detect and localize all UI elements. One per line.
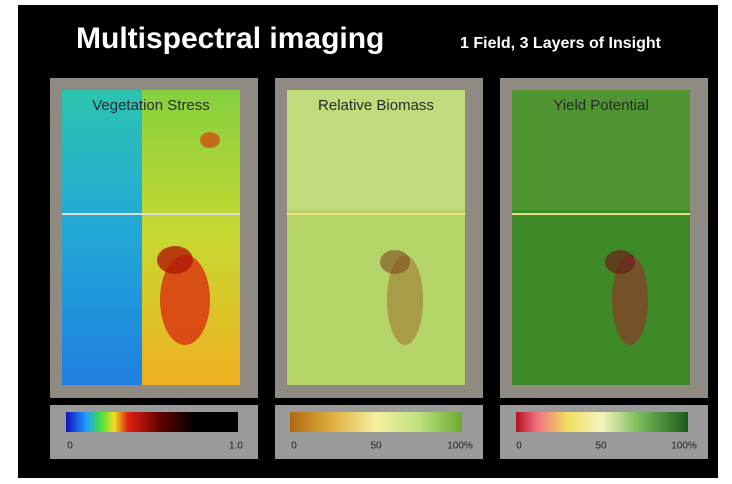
scale-label: 1.0	[229, 441, 243, 452]
hotspot	[605, 250, 635, 274]
subtitle: 1 Field, 3 Layers of Insight	[460, 35, 662, 52]
hotspot	[157, 246, 193, 274]
panel-label: Relative Biomass	[318, 97, 434, 114]
scale-label: 0	[291, 441, 297, 452]
field	[62, 90, 142, 385]
colorbar	[290, 412, 462, 432]
slide: Multispectral imaging 1 Field, 3 Layers …	[0, 0, 732, 484]
hotspot	[380, 250, 410, 274]
colorbar	[516, 412, 688, 432]
scale-label: 50	[370, 441, 382, 452]
panel-label: Vegetation Stress	[92, 97, 210, 114]
colorbar	[66, 412, 238, 432]
hotspot	[200, 132, 220, 148]
panel-label: Yield Potential	[553, 97, 648, 114]
title: Multispectral imaging	[76, 22, 384, 55]
scale-label: 100%	[447, 441, 473, 452]
scale-label: 0	[67, 441, 73, 452]
scale-label: 0	[516, 441, 522, 452]
scale-label: 50	[595, 441, 607, 452]
scale-label: 100%	[671, 441, 697, 452]
